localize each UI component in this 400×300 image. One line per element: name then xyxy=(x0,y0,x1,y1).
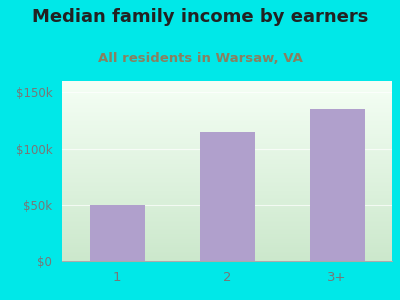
Bar xyxy=(200,132,254,261)
Bar xyxy=(310,109,364,261)
Bar xyxy=(90,205,144,261)
Text: All residents in Warsaw, VA: All residents in Warsaw, VA xyxy=(98,52,302,65)
Text: Median family income by earners: Median family income by earners xyxy=(32,8,368,26)
